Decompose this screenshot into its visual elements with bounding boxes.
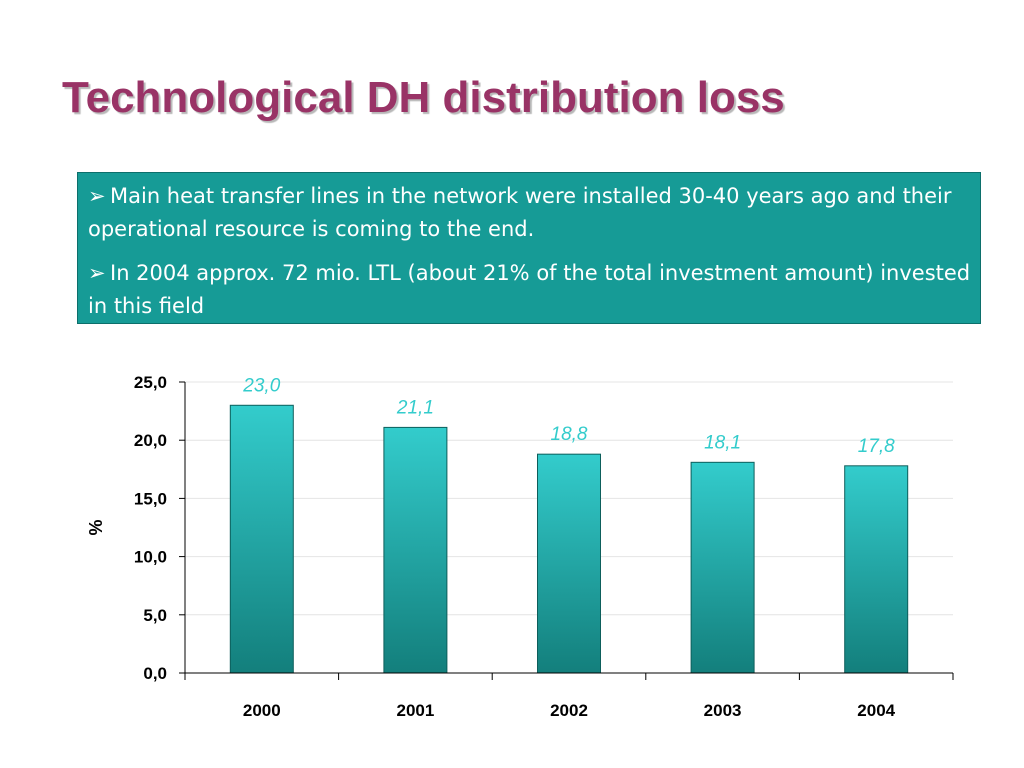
y-tick-label: 15,0 — [134, 489, 167, 508]
arrow-bullet-icon: ➢ — [88, 261, 106, 285]
bar — [537, 453, 601, 674]
data-label: 18,8 — [551, 424, 588, 445]
x-tick-label: 2001 — [396, 701, 434, 720]
x-tick-label: 2000 — [243, 701, 281, 720]
slide-title: Technological DH distribution loss — [62, 73, 785, 122]
data-label: 18,1 — [704, 432, 741, 453]
bar — [690, 461, 755, 674]
bullet-text: Main heat transfer lines in the network … — [88, 184, 952, 241]
bullet-item: ➢ In 2004 approx. 72 mio. LTL (about 21% … — [88, 257, 972, 323]
bar — [844, 465, 909, 674]
bar — [383, 426, 448, 674]
y-tick-label: 20,0 — [134, 431, 167, 450]
info-box: ➢ Main heat transfer lines in the network… — [77, 172, 981, 324]
data-label: 23,0 — [242, 375, 280, 396]
data-label: 17,8 — [858, 436, 895, 457]
y-tick-label: 5,0 — [143, 606, 167, 625]
arrow-bullet-icon: ➢ — [88, 184, 106, 208]
x-tick-label: 2004 — [857, 701, 895, 720]
x-tick-label: 2003 — [704, 701, 742, 720]
bar-chart: 0,0 5,0 10,0 15,0 20,0 25,0% 23,0 2000 21,1 2001 1… — [86, 373, 954, 720]
bullet-item: ➢ Main heat transfer lines in the network… — [88, 180, 972, 246]
bullet-text: In 2004 approx. 72 mio. LTL (about 21% o… — [88, 261, 971, 318]
y-tick-label: 0,0 — [143, 664, 167, 683]
bar — [229, 404, 294, 674]
x-tick-label: 2002 — [550, 701, 588, 720]
y-tick-label: 10,0 — [134, 548, 167, 567]
data-label: 21,1 — [396, 397, 434, 418]
y-tick-label: 25,0 — [134, 373, 167, 392]
y-axis-label: % — [86, 519, 106, 535]
